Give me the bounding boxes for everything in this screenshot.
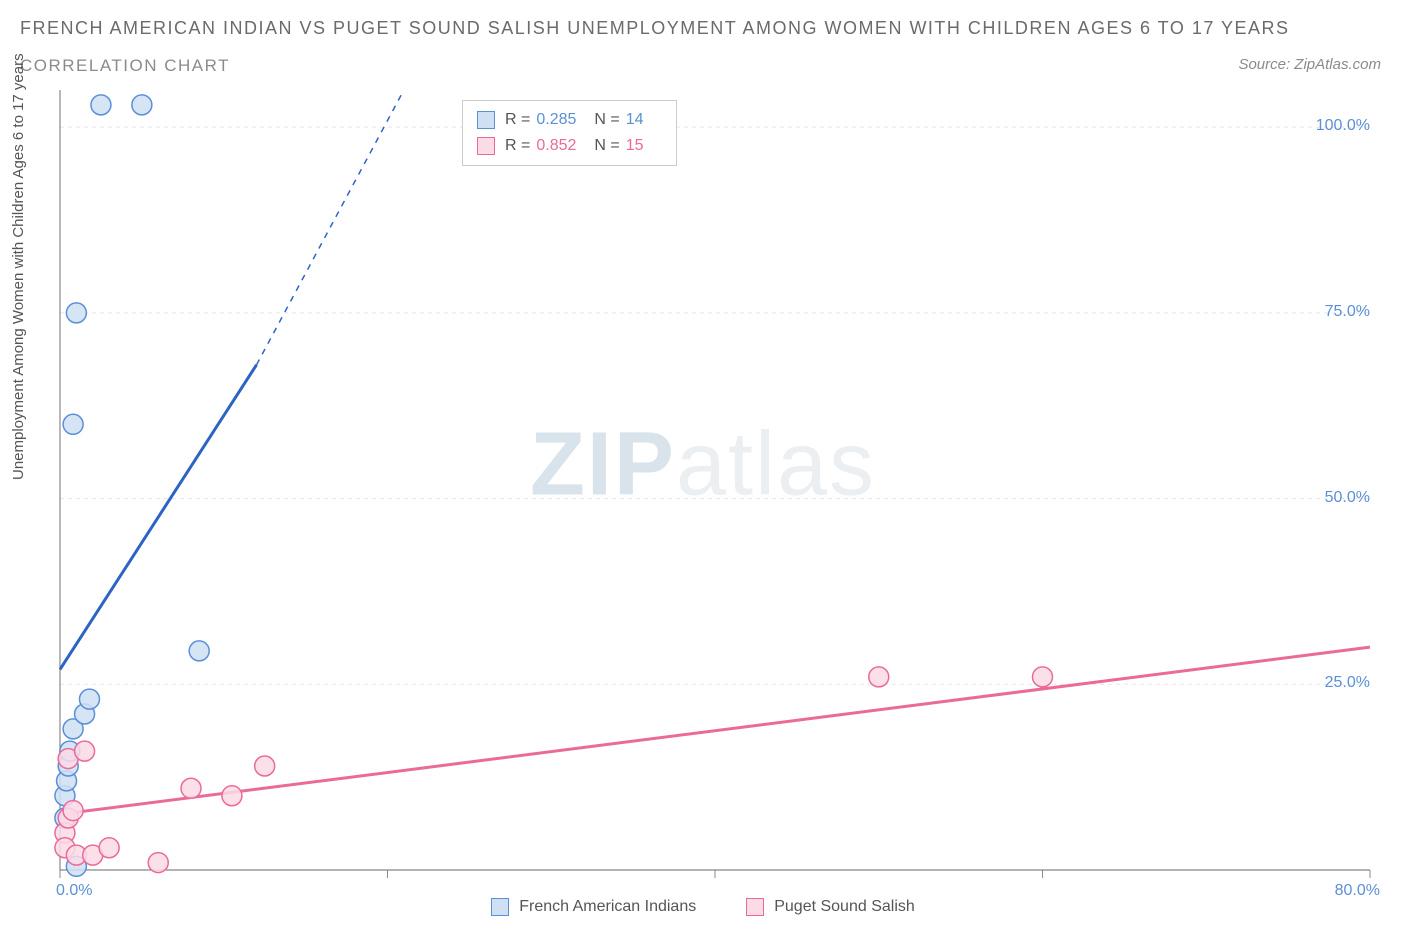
correlation-chart	[0, 0, 1406, 930]
legend-correlation-stats: R = 0.285 N = 14 R = 0.852 N = 15	[462, 100, 677, 166]
legend-r-label: R =	[505, 133, 530, 159]
legend-label-0: French American Indians	[519, 898, 696, 916]
legend-n-value-0: 14	[626, 107, 644, 133]
legend-n-value-1: 15	[626, 133, 644, 159]
legend-r-value-0: 0.285	[536, 107, 576, 133]
x-tick-label: 0.0%	[56, 882, 92, 900]
legend-item-0: French American Indians	[491, 898, 696, 916]
y-tick-label: 100.0%	[1310, 117, 1370, 135]
legend-item-1: Puget Sound Salish	[746, 898, 915, 916]
legend-r-label: R =	[505, 107, 530, 133]
y-tick-label: 25.0%	[1310, 674, 1370, 692]
x-tick-label: 80.0%	[1320, 882, 1380, 900]
y-tick-label: 75.0%	[1310, 303, 1370, 321]
legend-label-1: Puget Sound Salish	[774, 898, 915, 916]
legend-stats-row-0: R = 0.285 N = 14	[477, 107, 662, 133]
legend-series: French American Indians Puget Sound Sali…	[0, 898, 1406, 916]
legend-n-label: N =	[594, 107, 619, 133]
y-tick-label: 50.0%	[1310, 489, 1370, 507]
legend-stats-row-1: R = 0.852 N = 15	[477, 133, 662, 159]
legend-swatch-1	[477, 137, 495, 155]
legend-swatch-0b	[491, 898, 509, 916]
legend-r-value-1: 0.852	[536, 133, 576, 159]
legend-swatch-0	[477, 111, 495, 129]
legend-n-label: N =	[594, 133, 619, 159]
legend-swatch-1b	[746, 898, 764, 916]
